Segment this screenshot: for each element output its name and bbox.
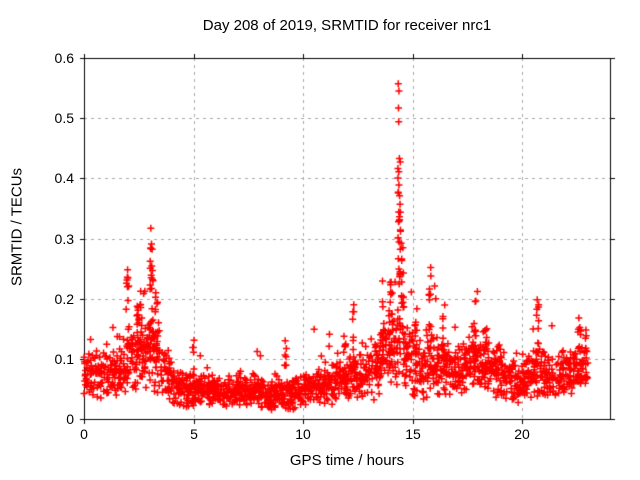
x-tick-label: 10 — [295, 426, 311, 442]
x-tick-label: 15 — [405, 426, 421, 442]
y-tick-label: 0.6 — [54, 50, 74, 66]
y-tick-label: 0.5 — [54, 110, 74, 126]
y-tick-label: 0 — [66, 411, 74, 427]
y-tick-label: 0.1 — [54, 351, 74, 367]
x-tick-label: 20 — [514, 426, 530, 442]
x-tick-label: 0 — [80, 426, 88, 442]
y-tick-label: 0.4 — [54, 170, 74, 186]
chart-title: Day 208 of 2019, SRMTID for receiver nrc… — [202, 17, 492, 34]
x-tick-label: 5 — [190, 426, 198, 442]
y-tick-label: 0.2 — [54, 291, 74, 307]
y-axis-label: SRMTID / TECUs — [8, 167, 26, 287]
x-axis-label: GPS time / hours — [289, 452, 405, 469]
y-tick-label: 0.3 — [54, 231, 74, 247]
